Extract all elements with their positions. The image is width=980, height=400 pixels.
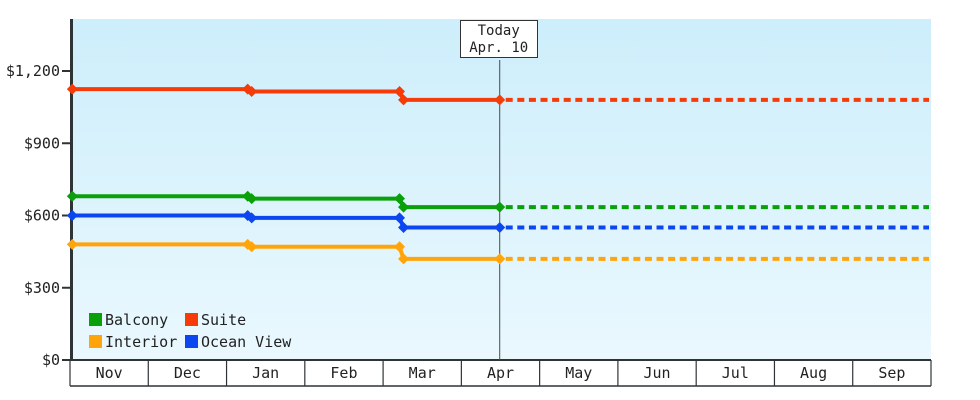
series-marker-balcony <box>394 193 406 205</box>
month-label: Jan <box>252 364 279 382</box>
month-label: Dec <box>174 364 201 382</box>
series-marker-suite <box>494 94 506 106</box>
y-axis-label: $1,200 <box>6 62 60 80</box>
ocean-view-swatch-icon <box>185 335 198 348</box>
month-label: Jul <box>722 364 749 382</box>
series-marker-interior <box>398 253 410 265</box>
series-marker-balcony <box>66 190 78 202</box>
month-label: Jun <box>643 364 670 382</box>
suite-swatch-icon <box>185 313 198 326</box>
series-marker-balcony <box>398 201 410 213</box>
legend-item-interior: Interior <box>89 332 185 352</box>
today-annotation: Today Apr. 10 <box>459 20 538 58</box>
interior-swatch-icon <box>89 335 102 348</box>
legend-label-suite: Suite <box>201 311 247 329</box>
balcony-swatch-icon <box>89 313 102 326</box>
y-axis-label: $600 <box>24 207 60 225</box>
legend-item-balcony: Balcony <box>89 310 185 330</box>
series-line-balcony <box>72 194 500 210</box>
month-label: Sep <box>878 364 905 382</box>
series-marker-interior <box>246 241 258 253</box>
plot-area <box>73 19 931 360</box>
series-marker-ocean-view <box>246 212 258 224</box>
series-line-suite <box>72 87 500 102</box>
series-marker-suite <box>246 85 258 97</box>
series-marker-suite <box>394 85 406 97</box>
legend-label-ocean-view: Ocean View <box>201 333 292 351</box>
month-label: Nov <box>96 364 123 382</box>
legend-label-interior: Interior <box>105 333 178 351</box>
series-marker-interior <box>66 238 78 250</box>
y-axis-label: $300 <box>24 279 60 297</box>
series-marker-balcony <box>494 201 506 213</box>
series-marker-ocean-view <box>394 212 406 224</box>
month-band <box>70 360 931 386</box>
legend-label-balcony: Balcony <box>105 311 169 329</box>
month-label: Mar <box>409 364 436 382</box>
legend-item-ocean-view: Ocean View <box>185 332 291 352</box>
y-axis-label: $900 <box>24 134 60 152</box>
month-label: Apr <box>487 364 514 382</box>
series-marker-balcony <box>246 193 258 205</box>
legend-item-suite: Suite <box>185 310 291 330</box>
series-marker-suite <box>66 83 78 95</box>
series-line-ocean-view <box>72 213 500 230</box>
series-marker-interior <box>394 241 406 253</box>
series-line-interior <box>72 242 500 261</box>
today-date: Apr. 10 <box>469 40 529 56</box>
series-marker-interior <box>494 253 506 265</box>
series-marker-suite <box>398 94 410 106</box>
month-label: May <box>565 364 592 382</box>
y-axis-label: $0 <box>42 351 60 369</box>
month-label: Aug <box>800 364 827 382</box>
series-marker-ocean-view <box>66 210 78 221</box>
chart-legend: Balcony Suite Interior Ocean View <box>89 310 291 352</box>
today-label: Today <box>477 23 520 39</box>
month-label: Feb <box>330 364 357 382</box>
series-marker-ocean-view <box>494 222 506 234</box>
series-marker-ocean-view <box>398 222 410 234</box>
y-axis-line <box>70 19 73 360</box>
